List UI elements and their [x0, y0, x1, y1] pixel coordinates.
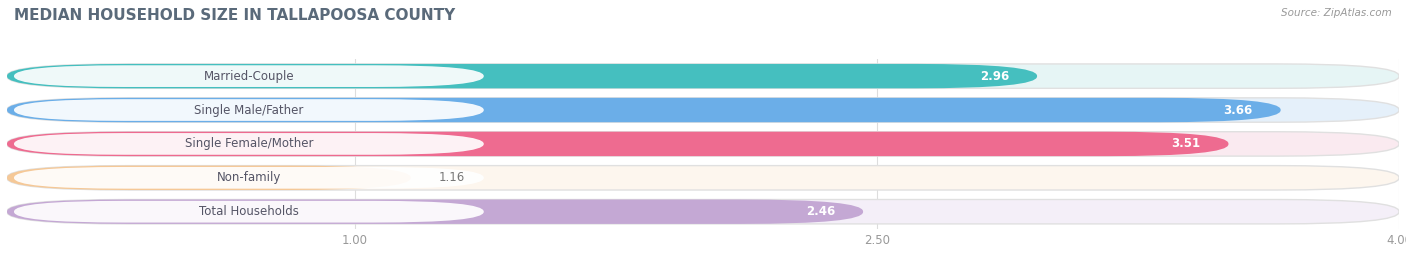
- FancyBboxPatch shape: [7, 200, 863, 224]
- Text: 3.51: 3.51: [1171, 137, 1201, 150]
- FancyBboxPatch shape: [7, 166, 411, 190]
- FancyBboxPatch shape: [7, 64, 1399, 88]
- Text: Single Female/Mother: Single Female/Mother: [184, 137, 314, 150]
- Text: MEDIAN HOUSEHOLD SIZE IN TALLAPOOSA COUNTY: MEDIAN HOUSEHOLD SIZE IN TALLAPOOSA COUN…: [14, 8, 456, 23]
- FancyBboxPatch shape: [7, 98, 1399, 122]
- FancyBboxPatch shape: [7, 98, 1281, 122]
- FancyBboxPatch shape: [7, 166, 1399, 190]
- FancyBboxPatch shape: [7, 64, 1038, 88]
- FancyBboxPatch shape: [14, 99, 484, 121]
- Text: Single Male/Father: Single Male/Father: [194, 104, 304, 116]
- Text: 2.96: 2.96: [980, 70, 1010, 83]
- FancyBboxPatch shape: [14, 201, 484, 222]
- Text: 3.66: 3.66: [1223, 104, 1253, 116]
- Text: 2.46: 2.46: [806, 205, 835, 218]
- Text: Married-Couple: Married-Couple: [204, 70, 294, 83]
- FancyBboxPatch shape: [14, 65, 484, 87]
- Text: Non-family: Non-family: [217, 171, 281, 184]
- FancyBboxPatch shape: [14, 167, 484, 189]
- FancyBboxPatch shape: [14, 133, 484, 155]
- Text: 1.16: 1.16: [439, 171, 465, 184]
- FancyBboxPatch shape: [7, 132, 1399, 156]
- FancyBboxPatch shape: [7, 200, 1399, 224]
- FancyBboxPatch shape: [7, 132, 1229, 156]
- Text: Source: ZipAtlas.com: Source: ZipAtlas.com: [1281, 8, 1392, 18]
- Text: Total Households: Total Households: [198, 205, 299, 218]
